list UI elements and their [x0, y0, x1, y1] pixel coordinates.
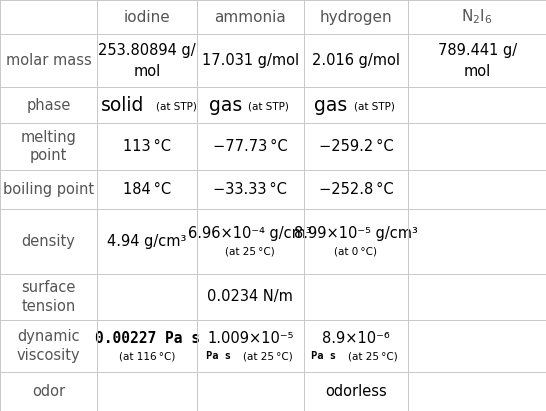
Text: 113 °C: 113 °C [123, 139, 171, 154]
Text: 4.94 g/cm³: 4.94 g/cm³ [108, 234, 187, 249]
Text: −259.2 °C: −259.2 °C [319, 139, 393, 154]
Text: 789.441 g/: 789.441 g/ [438, 43, 517, 58]
Text: density: density [22, 234, 75, 249]
Text: odor: odor [32, 384, 65, 399]
Text: gas: gas [314, 96, 348, 115]
Text: 2.016 g/mol: 2.016 g/mol [312, 53, 400, 68]
Text: (at 25 °C): (at 25 °C) [242, 351, 292, 361]
Text: 0.0234 N/m: 0.0234 N/m [207, 289, 293, 305]
Text: dynamic
viscosity: dynamic viscosity [17, 329, 80, 363]
Text: 1.009×10⁻⁵: 1.009×10⁻⁵ [207, 331, 294, 346]
Text: Pa s: Pa s [205, 351, 230, 361]
Text: (at 116 °C): (at 116 °C) [119, 351, 175, 361]
Text: −33.33 °C: −33.33 °C [213, 182, 287, 197]
Text: molar mass: molar mass [5, 53, 92, 68]
Text: Pa s: Pa s [311, 351, 336, 361]
Text: 184 °C: 184 °C [123, 182, 171, 197]
Text: −77.73 °C: −77.73 °C [213, 139, 288, 154]
Text: 253.80894 g/: 253.80894 g/ [98, 43, 196, 58]
Text: 0.00227 Pa s: 0.00227 Pa s [94, 331, 200, 346]
Text: 8.99×10⁻⁵ g/cm³: 8.99×10⁻⁵ g/cm³ [294, 226, 418, 241]
Text: 8.9×10⁻⁶: 8.9×10⁻⁶ [322, 331, 390, 346]
Text: 6.96×10⁻⁴ g/cm³: 6.96×10⁻⁴ g/cm³ [188, 226, 312, 241]
Text: (at STP): (at STP) [354, 102, 395, 111]
Text: mol: mol [134, 64, 161, 79]
Text: (at STP): (at STP) [248, 102, 289, 111]
Text: surface
tension: surface tension [21, 280, 76, 314]
Text: odorless: odorless [325, 384, 387, 399]
Text: −252.8 °C: −252.8 °C [319, 182, 393, 197]
Text: solid: solid [100, 96, 144, 115]
Text: boiling point: boiling point [3, 182, 94, 197]
Text: ammonia: ammonia [215, 9, 286, 25]
Text: iodine: iodine [124, 9, 170, 25]
Text: 17.031 g/mol: 17.031 g/mol [202, 53, 299, 68]
Text: gas: gas [209, 96, 242, 115]
Text: phase: phase [26, 98, 71, 113]
Text: (at 0 °C): (at 0 °C) [335, 247, 377, 257]
Text: (at STP): (at STP) [156, 102, 197, 111]
Text: (at 25 °C): (at 25 °C) [348, 351, 398, 361]
Text: mol: mol [464, 64, 491, 79]
Text: (at 25 °C): (at 25 °C) [225, 247, 275, 257]
Text: melting
point: melting point [21, 130, 76, 163]
Text: N$_2$I$_6$: N$_2$I$_6$ [461, 8, 493, 26]
Text: hydrogen: hydrogen [319, 9, 393, 25]
